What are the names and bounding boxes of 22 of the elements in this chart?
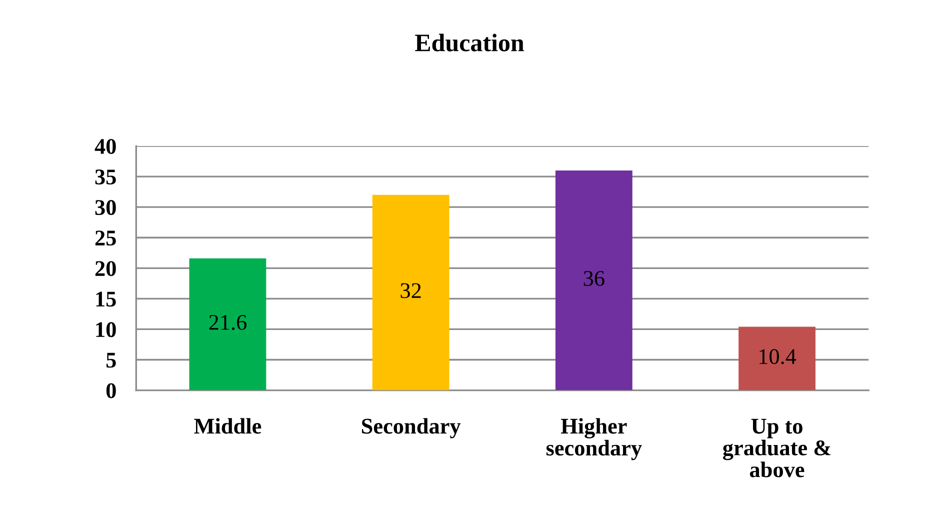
- data-label: 10.4: [760, 349, 796, 364]
- x-tick-label: Secondary: [362, 418, 461, 438]
- y-tick-label: 40: [94, 138, 116, 154]
- y-tick-label: 30: [95, 200, 116, 216]
- data-label: 21.6: [209, 314, 246, 330]
- bar: [372, 194, 450, 390]
- y-tick-label: 5: [106, 352, 116, 368]
- y-tick-label: 15: [96, 292, 116, 307]
- x-tick-label: Middle: [194, 418, 262, 434]
- chart-title: Education: [415, 34, 524, 52]
- data-label: 32: [400, 283, 421, 298]
- x-tick-label: Up to graduate & above: [722, 418, 831, 478]
- bar: [738, 326, 816, 390]
- y-tick-label: 0: [106, 383, 116, 398]
- y-tick-label: 10: [96, 322, 116, 338]
- y-tick-label: 20: [95, 261, 116, 276]
- bar: [555, 170, 632, 390]
- bar: [189, 258, 266, 390]
- y-tick-label: 35: [95, 170, 116, 184]
- x-tick-label: Higher secondary: [546, 418, 642, 460]
- data-label: 36: [584, 270, 604, 286]
- y-tick-label: 25: [95, 230, 116, 246]
